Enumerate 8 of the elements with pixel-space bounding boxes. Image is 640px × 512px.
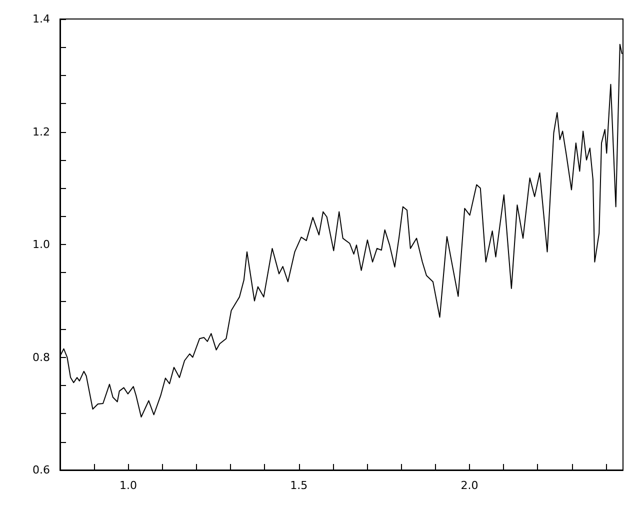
x-tick-label: 1.5	[290, 479, 308, 492]
y-tick-label: 0.6	[32, 464, 50, 476]
y-tick-label: 0.8	[32, 350, 50, 364]
x-tick-label: 2.0	[460, 479, 478, 492]
y-tick-label: 1.4	[32, 12, 50, 26]
y-tick-label: 1.0	[32, 238, 50, 251]
y-tick-label: 1.2	[32, 125, 50, 138]
x-tick-label: 1.0	[119, 479, 137, 492]
